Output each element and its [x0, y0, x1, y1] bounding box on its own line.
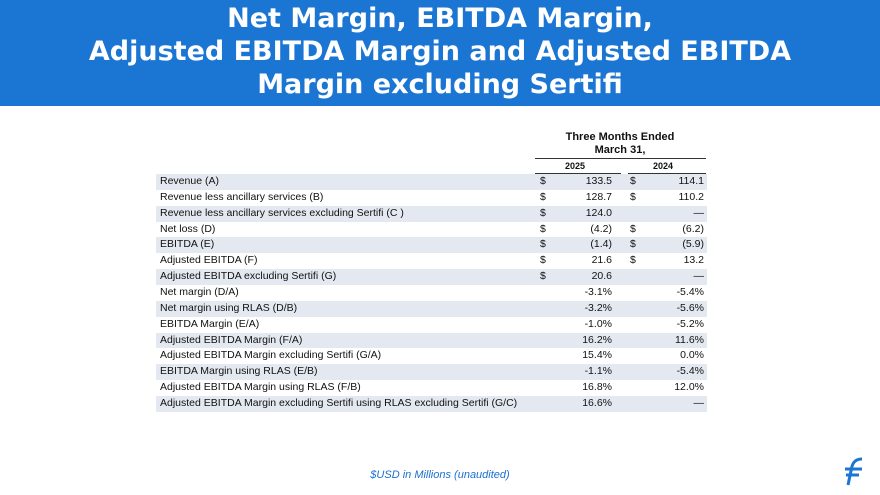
- cell-value: -5.4%: [676, 286, 704, 299]
- row-label: Net loss (D): [160, 222, 216, 235]
- row-label: Adjusted EBITDA excluding Sertifi (G): [160, 270, 337, 283]
- table-row: [156, 174, 707, 190]
- row-label: Adjusted EBITDA Margin excluding Sertifi…: [160, 397, 518, 410]
- cell-value: 128.7: [585, 190, 612, 203]
- currency: $: [630, 175, 636, 187]
- cell-value: (6.2): [682, 222, 704, 235]
- title-line: Margin excluding Sertifi: [257, 69, 623, 100]
- title-line: Adjusted EBITDA Margin and Adjusted EBIT…: [88, 36, 792, 67]
- currency: $: [540, 222, 546, 235]
- table-row: [156, 396, 707, 412]
- table-row: [156, 222, 707, 238]
- cell-value: 110.2: [678, 190, 705, 203]
- cell-value: —: [693, 270, 705, 283]
- cell-value: 13.2: [683, 254, 704, 267]
- cell-value: (1.4): [590, 238, 612, 251]
- currency: $: [630, 222, 636, 235]
- rule: [535, 173, 621, 174]
- cell-value: 16.8%: [582, 381, 612, 394]
- currency: $: [540, 238, 546, 251]
- row-label: Adjusted EBITDA Margin excluding Sertifi…: [160, 349, 382, 362]
- table-row: [156, 364, 707, 381]
- row-label: Net margin (D/A): [160, 286, 239, 299]
- cell-value: 133.5: [585, 175, 612, 187]
- table-row: [156, 237, 707, 254]
- cell-value: 124.0: [585, 206, 612, 219]
- cell-value: 11.6%: [675, 333, 704, 346]
- table-row: [156, 205, 707, 222]
- currency: $: [540, 190, 546, 203]
- cell-value: 16.6%: [582, 397, 612, 410]
- table-row: [156, 332, 707, 349]
- cell-value: —: [693, 206, 705, 219]
- currency: $: [540, 175, 546, 187]
- currency: $: [630, 238, 636, 251]
- row-label: Revenue (A): [160, 175, 219, 187]
- row-label: Revenue less ancillary services (B): [160, 190, 324, 203]
- row-label: EBITDA Margin (E/A): [160, 317, 260, 330]
- cell-value: -1.1%: [584, 365, 612, 378]
- cell-value: -3.1%: [584, 286, 612, 299]
- rule: [535, 158, 706, 159]
- row-label: Net margin using RLAS (D/B): [160, 301, 298, 314]
- table-row: [156, 300, 707, 317]
- rule: [628, 173, 706, 174]
- cell-value: 20.6: [591, 270, 612, 283]
- row-label: Adjusted EBITDA Margin using RLAS (F/B): [160, 381, 361, 394]
- cell-value: -5.2%: [676, 317, 704, 330]
- title-line: Net Margin, EBITDA Margin,: [227, 3, 653, 34]
- cell-value: 12.0%: [674, 381, 704, 394]
- row-label: EBITDA Margin using RLAS (E/B): [160, 365, 318, 378]
- cell-value: 15.4%: [582, 349, 612, 362]
- row-label: Adjusted EBITDA Margin (F/A): [160, 333, 303, 346]
- period-header: March 31,: [594, 144, 646, 156]
- header-band: [0, 0, 880, 106]
- row-label: EBITDA (E): [160, 238, 215, 251]
- cell-value: —: [693, 397, 705, 410]
- logo: [845, 457, 863, 486]
- cell-value: (5.9): [682, 238, 704, 251]
- cell-value: 0.0%: [680, 349, 704, 362]
- cell-value: -5.6%: [676, 301, 704, 314]
- title: Net Margin, EBITDA Margin, Adjusted EBITD…: [0, 2, 880, 101]
- row-label: Adjusted EBITDA (F): [160, 254, 258, 267]
- table-row: [156, 269, 707, 285]
- row-label: Revenue less ancillary services excludin…: [160, 206, 404, 219]
- cell-value: -5.4%: [676, 365, 704, 378]
- cell-value: -1.0%: [584, 317, 612, 330]
- year-header: 2025: [564, 161, 586, 171]
- cell-value: 21.6: [591, 254, 612, 267]
- currency: $: [630, 190, 636, 203]
- currency: $: [540, 206, 546, 219]
- cell-value: 16.2%: [582, 333, 612, 346]
- period-header: Three Months Ended: [565, 131, 675, 143]
- currency: $: [540, 254, 546, 267]
- currency: $: [540, 270, 546, 283]
- currency: $: [630, 254, 636, 267]
- footnote: $USD in Millions (unaudited): [370, 469, 510, 481]
- cell-value: -3.2%: [584, 301, 612, 314]
- cell-value: 114.1: [678, 175, 705, 187]
- year-header: 2024: [652, 161, 674, 171]
- cell-value: (4.2): [590, 222, 612, 235]
